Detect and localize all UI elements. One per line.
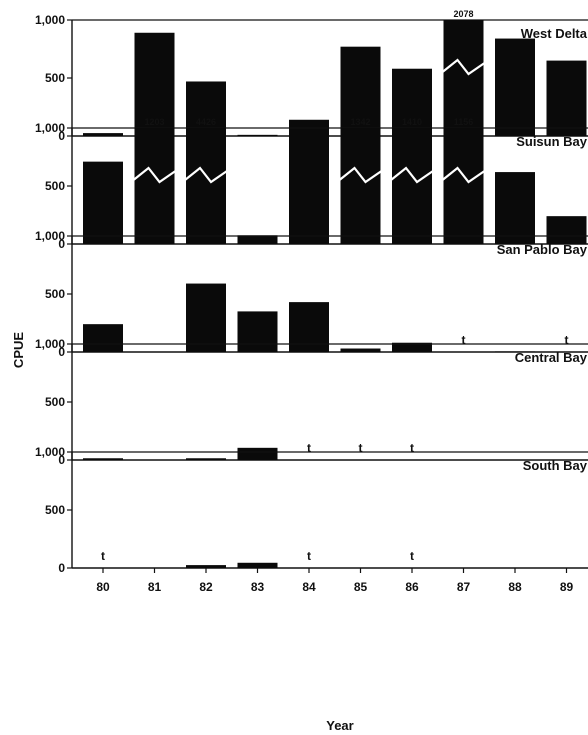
- axis-break-mark: [338, 166, 383, 184]
- axis-break-mark: [132, 166, 177, 184]
- bar: [289, 129, 329, 244]
- bar: [186, 128, 226, 244]
- y-tick-label: 500: [45, 287, 65, 301]
- x-tick-label: 82: [199, 580, 213, 594]
- bar: [340, 128, 381, 244]
- bar: [392, 342, 432, 352]
- bar: [546, 60, 587, 136]
- y-tick-label: 0: [58, 129, 65, 143]
- bar: [186, 458, 226, 460]
- panel-title: San Pablo Bay: [497, 242, 588, 257]
- y-axis-title: CPUE: [11, 332, 26, 368]
- trace-marker: t: [565, 333, 569, 347]
- trace-marker: t: [410, 549, 414, 563]
- y-tick-label: 1,000: [35, 229, 65, 243]
- panel-title: South Bay: [523, 458, 588, 473]
- y-tick-label: 0: [58, 453, 65, 467]
- bar: [237, 447, 278, 460]
- trace-marker: t: [359, 441, 363, 455]
- y-tick-label: 1,000: [35, 337, 65, 351]
- y-tick-label: 500: [45, 395, 65, 409]
- panel-south-bay: 0 500 1,000 t t t South Bay: [35, 445, 588, 575]
- bar: [495, 172, 535, 244]
- y-tick-label: 1,000: [35, 445, 65, 459]
- bar: [340, 46, 381, 136]
- bar: [134, 128, 175, 244]
- x-axis: 80 81 82 83 84 85 86 87 88 89: [96, 568, 573, 594]
- y-tick-label: 1,000: [35, 13, 65, 27]
- bar-value-label: 2078: [453, 9, 473, 19]
- x-tick-label: 88: [508, 580, 522, 594]
- bar: [134, 32, 175, 137]
- axis-break-mark: [441, 58, 486, 76]
- trace-marker: t: [462, 333, 466, 347]
- trace-marker: t: [101, 549, 105, 563]
- x-tick-label: 86: [405, 580, 419, 594]
- axis-break-mark: [441, 166, 486, 184]
- axis-break-mark: [390, 166, 434, 184]
- x-tick-label: 85: [354, 580, 368, 594]
- y-tick-label: 0: [58, 561, 65, 575]
- bar-value-label: 1342: [350, 117, 370, 127]
- bar: [392, 128, 432, 244]
- bar: [186, 565, 226, 568]
- bar-value-label: 4426: [196, 117, 216, 127]
- bar: [186, 283, 226, 352]
- bar: [237, 235, 278, 244]
- axis-break-mark: [184, 166, 228, 184]
- bar: [340, 348, 381, 352]
- x-tick-label: 81: [148, 580, 162, 594]
- bar: [186, 81, 226, 136]
- bar: [237, 311, 278, 352]
- panel-central-bay: 0 500 1,000 t t t Central Bay: [35, 337, 588, 467]
- bar: [237, 562, 278, 568]
- x-tick-label: 87: [457, 580, 471, 594]
- bar: [546, 216, 587, 244]
- x-tick-label: 89: [560, 580, 574, 594]
- x-tick-label: 83: [251, 580, 265, 594]
- panel-title: Suisun Bay: [516, 134, 588, 149]
- y-tick-label: 500: [45, 179, 65, 193]
- bar: [443, 128, 484, 244]
- x-axis-title: Year: [326, 718, 353, 733]
- bar: [83, 324, 123, 352]
- bar: [495, 351, 535, 352]
- bar: [392, 68, 432, 136]
- bar: [495, 38, 535, 137]
- bar-value-label: 1410: [402, 117, 422, 127]
- y-tick-label: 500: [45, 71, 65, 85]
- bar-value-label: 1203: [144, 117, 164, 127]
- bar-value-label: 1156: [454, 117, 474, 127]
- panel-title: West Delta: [521, 26, 588, 41]
- y-tick-label: 0: [58, 237, 65, 251]
- chart-panels: 0 500 1,000 2078 West Delta 0 500 1,000 1203 4426…: [35, 9, 588, 575]
- bar: [83, 161, 123, 244]
- panel-san-pablo-bay: 0 500 1,000 t t San Pablo Bay: [35, 229, 588, 359]
- trace-marker: t: [410, 441, 414, 455]
- panel-title: Central Bay: [515, 350, 588, 365]
- panel-west-delta: 0 500 1,000 2078 West Delta: [35, 9, 588, 143]
- panel-suisun-bay: 0 500 1,000 1203 4426 1342 1410 1156 Suisun Bay: [35, 117, 588, 251]
- y-tick-label: 500: [45, 503, 65, 517]
- bar: [443, 20, 484, 136]
- bar: [83, 133, 123, 136]
- bar: [237, 134, 278, 136]
- x-tick-label: 84: [302, 580, 316, 594]
- y-tick-label: 1,000: [35, 121, 65, 135]
- x-tick-label: 80: [96, 580, 110, 594]
- bar: [83, 458, 123, 460]
- trace-marker: t: [307, 549, 311, 563]
- trace-marker: t: [307, 441, 311, 455]
- y-tick-label: 0: [58, 345, 65, 359]
